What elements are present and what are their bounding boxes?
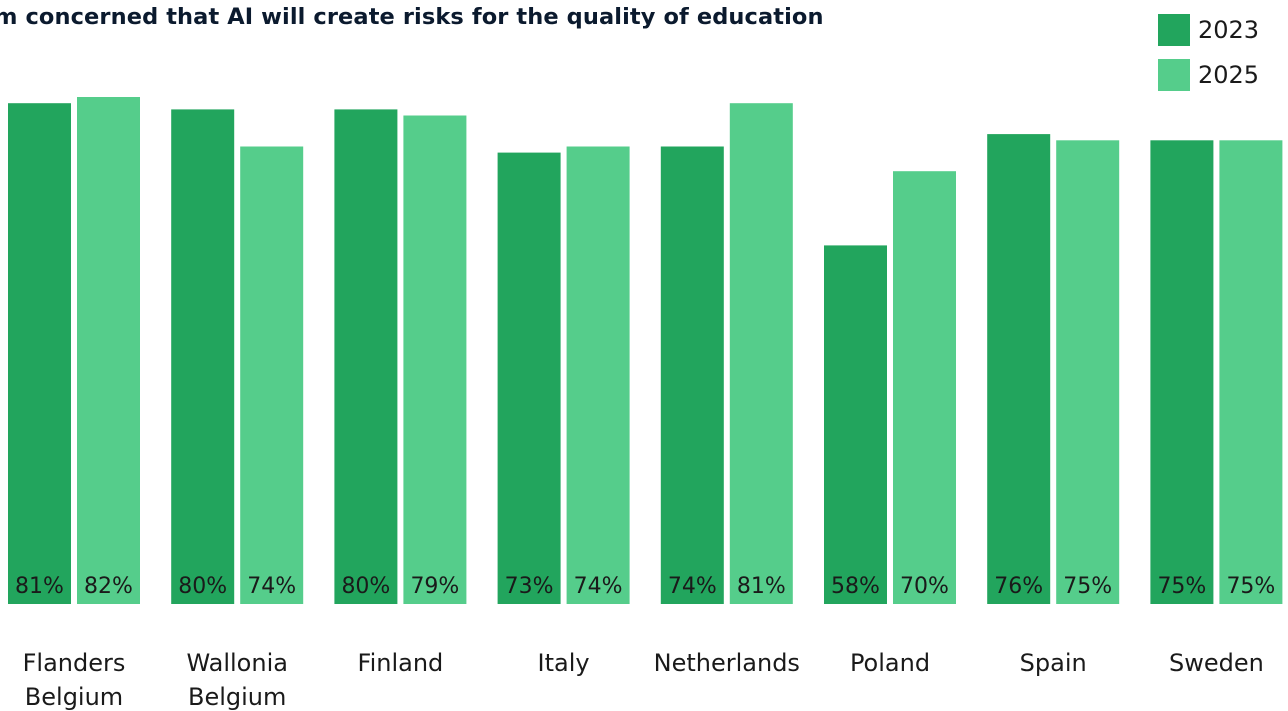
bar-poland-2023 (824, 245, 887, 604)
category-label-wallonia-belgium: Wallonia Belgium (186, 649, 288, 711)
category-label-line: Spain (1020, 649, 1087, 677)
category-label-line: Flanders (23, 649, 126, 677)
data-label-italy-2025: 74% (574, 574, 623, 599)
category-label-spain: Spain (1020, 649, 1087, 677)
data-label-flanders-belgium-2025: 82% (84, 574, 133, 599)
bar-flanders-belgium-2025 (77, 97, 140, 604)
category-label-line: Sweden (1169, 649, 1264, 677)
bar-spain-2023 (987, 134, 1051, 604)
category-label-line: Netherlands (654, 649, 800, 677)
legend-item-2025: 2025 (1158, 59, 1259, 91)
data-label-sweden-2023: 75% (1157, 574, 1206, 599)
category-label-poland: Poland (850, 649, 930, 677)
category-label-line: Belgium (25, 683, 123, 711)
data-label-netherlands-2025: 81% (737, 574, 786, 599)
data-label-italy-2023: 73% (505, 574, 554, 599)
category-label-line: Finland (358, 649, 444, 677)
bar-sweden-2023 (1150, 140, 1214, 605)
category-label-italy: Italy (538, 649, 590, 677)
bar-wallonia-belgium-2023 (171, 109, 235, 605)
data-label-sweden-2025: 75% (1226, 574, 1275, 599)
data-label-finland-2023: 80% (341, 574, 390, 599)
chart-title: m concerned that AI will create risks fo… (0, 4, 824, 30)
category-label-line: Belgium (188, 683, 286, 711)
data-label-finland-2025: 79% (410, 574, 459, 599)
legend-swatch-2025 (1158, 59, 1190, 91)
bar-netherlands-2023 (660, 146, 724, 604)
category-label-netherlands: Netherlands (654, 649, 800, 677)
data-label-poland-2023: 58% (831, 574, 880, 599)
category-label-line: Italy (538, 649, 590, 677)
category-label-line: Wallonia (186, 649, 288, 677)
data-label-spain-2025: 75% (1063, 574, 1112, 599)
bar-italy-2025 (566, 146, 630, 604)
legend-item-2023: 2023 (1158, 14, 1259, 46)
legend-label-2023: 2023 (1198, 16, 1260, 44)
bar-flanders-belgium-2023 (8, 103, 71, 604)
bar-wallonia-belgium-2025 (240, 146, 304, 604)
bar-poland-2025 (893, 171, 956, 604)
bar-sweden-2025 (1219, 140, 1283, 605)
bar-finland-2025 (403, 115, 467, 604)
bar-spain-2025 (1056, 140, 1120, 605)
bar-italy-2023 (497, 152, 561, 604)
data-label-poland-2025: 70% (900, 574, 949, 599)
category-label-line: Poland (850, 649, 930, 677)
category-label-flanders-belgium: Flanders Belgium (23, 649, 126, 711)
category-label-sweden: Sweden (1169, 649, 1264, 677)
legend-label-2025: 2025 (1198, 61, 1260, 89)
bar-netherlands-2025 (729, 103, 793, 604)
data-label-wallonia-belgium-2023: 80% (178, 574, 227, 599)
data-label-wallonia-belgium-2025: 74% (247, 574, 296, 599)
category-label-finland: Finland (358, 649, 444, 677)
legend-swatch-2023 (1158, 14, 1190, 46)
data-label-netherlands-2023: 74% (668, 574, 717, 599)
bar-finland-2023 (334, 109, 398, 605)
data-label-spain-2023: 76% (994, 574, 1043, 599)
data-label-flanders-belgium-2023: 81% (15, 574, 64, 599)
